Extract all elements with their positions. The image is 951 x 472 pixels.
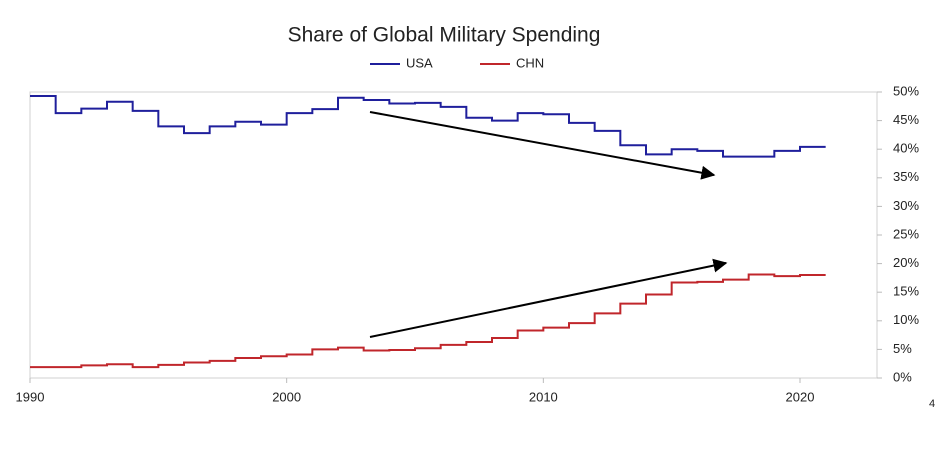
arrow: [369, 258, 728, 338]
plot: 0% 5% 10% 15% 20% 25% 30% 35% 40% 45% 50% 1990 2000 2…: [16, 55, 920, 404]
y-tick-label: 20%: [893, 255, 919, 270]
footnote: 4: [929, 398, 935, 410]
series-line: [30, 273, 826, 369]
y-tick-label: 50%: [893, 83, 919, 98]
chart-title: Share of Global Military Spending: [288, 24, 601, 47]
y-tick-label: 25%: [893, 226, 919, 241]
y-tick-label: 45%: [893, 112, 919, 127]
plot-frame: [29, 91, 878, 379]
y-tick-label: 5%: [893, 341, 912, 356]
y-tick-label: 15%: [893, 284, 919, 299]
y-tick-label: 10%: [893, 312, 919, 327]
y-tick-label: 40%: [893, 141, 919, 156]
y-tick-label: 0%: [893, 369, 912, 384]
x-tick-label: 1990: [16, 389, 45, 404]
x-tick-label: 2000: [272, 389, 301, 404]
legend-label: CHN: [516, 55, 544, 70]
arrow: [369, 111, 716, 180]
x-tick-label: 2010: [529, 389, 558, 404]
y-tick-label: 35%: [893, 169, 919, 184]
legend-label: USA: [406, 55, 433, 70]
x-tick-label: 2020: [786, 389, 815, 404]
y-tick-label: 30%: [893, 198, 919, 213]
series-line: [30, 95, 826, 158]
